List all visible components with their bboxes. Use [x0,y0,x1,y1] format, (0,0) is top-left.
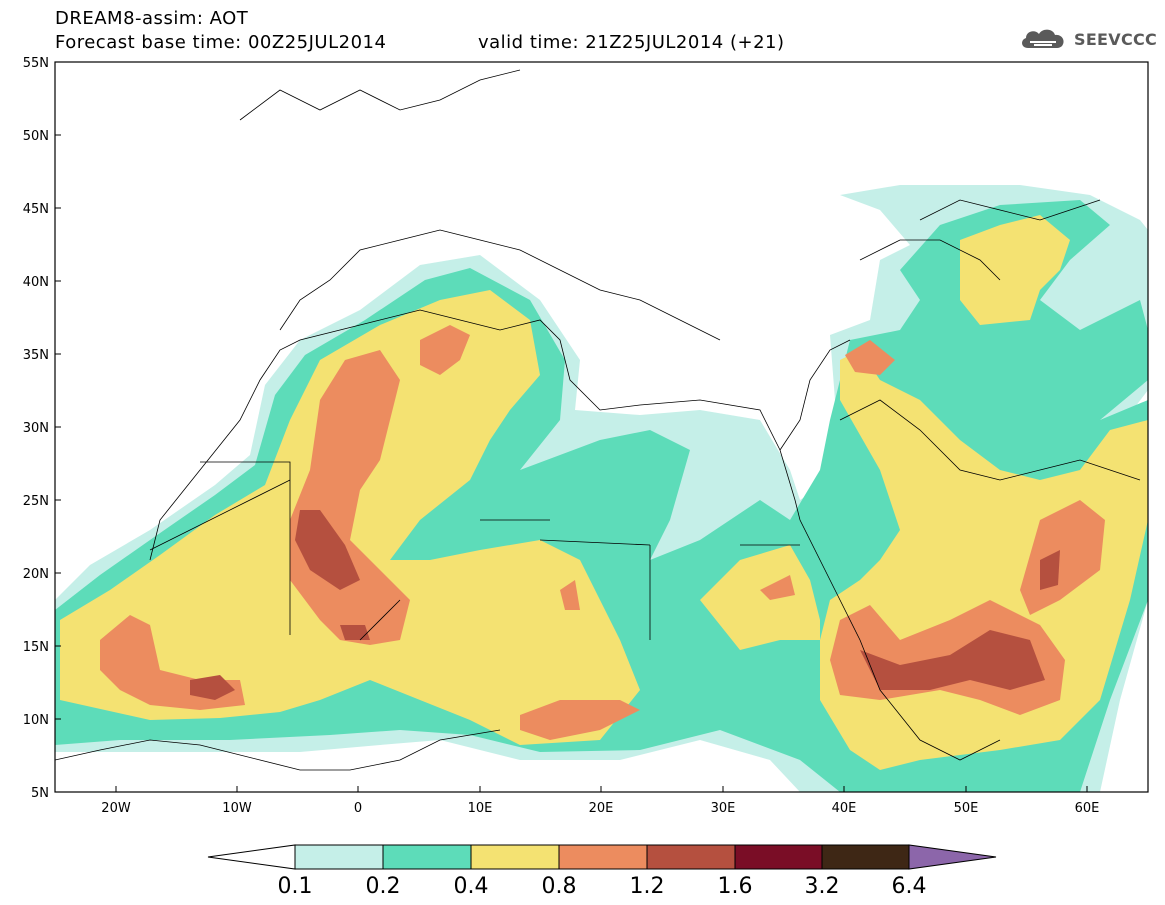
colorbar-label: 0.8 [542,874,577,899]
colorbar-label: 1.6 [718,874,753,899]
lat-label: 45N [23,202,49,217]
lat-label: 5N [31,786,49,801]
lat-label: 40N [23,275,49,290]
colorbar-swatch [821,844,910,870]
lat-label: 55N [23,56,49,71]
colorbar: 0.1 0.2 0.4 0.8 1.2 1.6 3.2 6.4 [207,844,997,899]
lon-axis: 20W 10W 0 10E 20E 30E 40E 50E 60E [101,786,1099,816]
map-title: DREAM8-assim: AOT [55,8,249,29]
lat-label: 25N [23,494,49,509]
forecast-base-time: Forecast base time: 00Z25JUL2014 [55,32,387,53]
lon-label: 10E [468,801,493,816]
lon-label: 50E [954,801,979,816]
lon-label: 40E [832,801,857,816]
colorbar-label: 1.2 [630,874,665,899]
colorbar-label: 0.4 [454,874,489,899]
valid-time: valid time: 21Z25JUL2014 (+21) [478,32,785,53]
lon-label: 30E [711,801,736,816]
colorbar-swatch [558,844,648,870]
coastlines [55,69,1141,771]
lat-label: 50N [23,129,49,144]
colorbar-label: 6.4 [892,874,927,899]
lon-label: 60E [1075,801,1100,816]
colorbar-swatch [470,844,560,870]
colorbar-swatch [294,844,384,870]
colorbar-label: 0.2 [366,874,401,899]
aot-band-1.2 [190,510,1060,700]
lat-label: 15N [23,640,49,655]
lon-label: 20E [589,801,614,816]
lat-label: 20N [23,567,49,582]
cloud-icon [1022,29,1064,48]
colorbar-swatch [382,844,472,870]
seevccc-logo: SEEVCCC [1018,26,1157,52]
colorbar-swatch [734,844,823,870]
lon-label: 10W [222,801,252,816]
lat-axis: 55N 50N 45N 40N 35N 30N 25N 20N 15N 10N … [23,56,61,801]
lon-label: 0 [354,801,362,816]
lon-label: 20W [101,801,131,816]
colorbar-arrow-high [908,844,997,870]
lat-label: 30N [23,421,49,436]
colorbar-label: 3.2 [805,874,840,899]
aot-contours [55,185,1148,792]
colorbar-label: 0.1 [278,874,313,899]
colorbar-swatch [646,844,736,870]
colorbar-arrow-low [207,844,296,870]
lat-label: 35N [23,348,49,363]
lat-label: 10N [23,713,49,728]
logo-text: SEEVCCC [1074,29,1158,49]
